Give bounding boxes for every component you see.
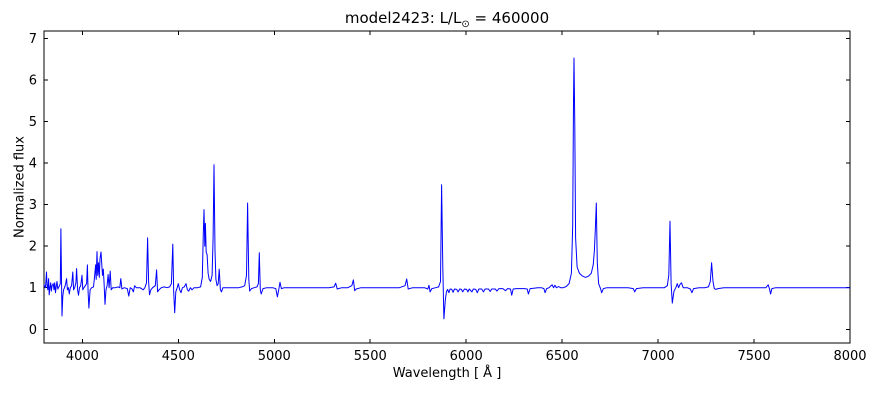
y-tick-label: 5 xyxy=(29,115,37,130)
x-tick-label: 8000 xyxy=(833,349,866,364)
x-tick-label: 6000 xyxy=(450,349,483,364)
x-tick-label: 5000 xyxy=(258,349,291,364)
x-tick-label: 6500 xyxy=(546,349,579,364)
y-tick-label: 0 xyxy=(29,323,37,338)
x-tick-label: 4500 xyxy=(162,349,195,364)
y-tick-label: 7 xyxy=(29,32,37,47)
y-tick-label: 1 xyxy=(29,281,37,296)
chart-title: model2423: L/L⊙ = 460000 xyxy=(44,9,850,30)
y-tick-label: 6 xyxy=(29,74,37,89)
x-tick-label: 7000 xyxy=(642,349,675,364)
title-text: model2423: L/L xyxy=(344,9,462,27)
x-tick-label: 4000 xyxy=(66,349,99,364)
plot-frame xyxy=(43,30,851,344)
x-tick-label: 7500 xyxy=(738,349,771,364)
title-value: = 460000 xyxy=(469,9,550,27)
y-tick-label: 4 xyxy=(29,157,37,172)
x-tick-label: 5500 xyxy=(354,349,387,364)
y-axis-label: Normalized flux xyxy=(12,136,28,238)
title-sun-subscript: ⊙ xyxy=(461,19,470,30)
y-tick-label: 2 xyxy=(29,240,37,255)
y-tick-label: 3 xyxy=(29,198,37,213)
spectrum-line xyxy=(43,57,850,320)
x-axis-label: Wavelength [ Å ] xyxy=(392,366,502,381)
